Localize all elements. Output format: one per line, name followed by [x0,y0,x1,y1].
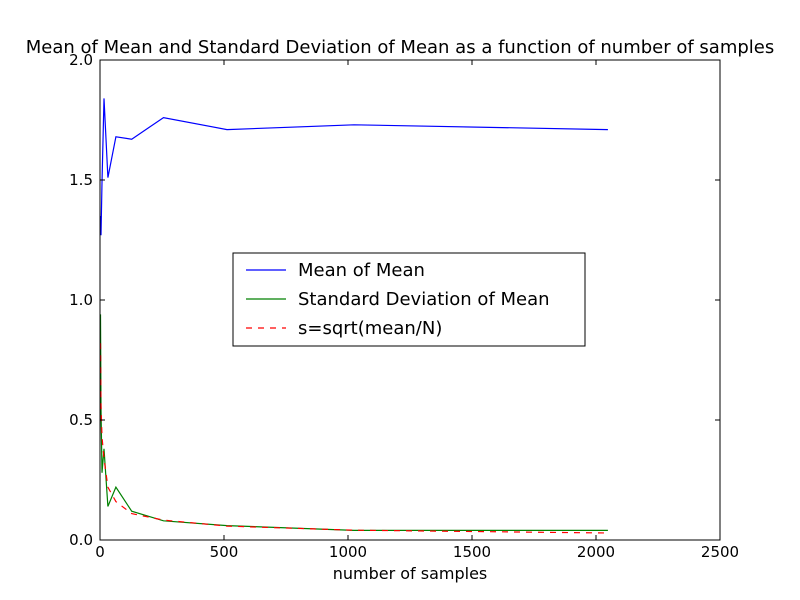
y-tick-label: 1.0 [69,291,93,309]
x-tick-label: 1500 [453,543,491,561]
legend-frame [232,252,586,347]
chart-title: Mean of Mean and Standard Deviation of M… [26,37,775,58]
legend: Mean of Mean Standard Deviation of Mean s=… [232,252,586,347]
x-axis-label: number of samples [333,564,488,583]
legend-label-3: s=sqrt(mean/N) [298,318,442,339]
x-tick-label: 500 [210,543,239,561]
x-tick-label: 0 [95,543,105,561]
series-line-3 [100,343,608,534]
x-tick-label: 2500 [701,543,739,561]
y-tick-label: 1.5 [69,171,93,189]
y-tick-label: 2.0 [69,51,93,69]
x-tick-label: 1000 [329,543,367,561]
series-line-1 [100,98,608,236]
y-tick-label: 0.0 [69,531,93,549]
legend-label-2: Standard Deviation of Mean [298,289,550,310]
series-line-2 [100,314,608,532]
x-tick-label: 2000 [577,543,615,561]
y-tick-label: 0.5 [69,411,93,429]
legend-label-1: Mean of Mean [298,260,425,281]
